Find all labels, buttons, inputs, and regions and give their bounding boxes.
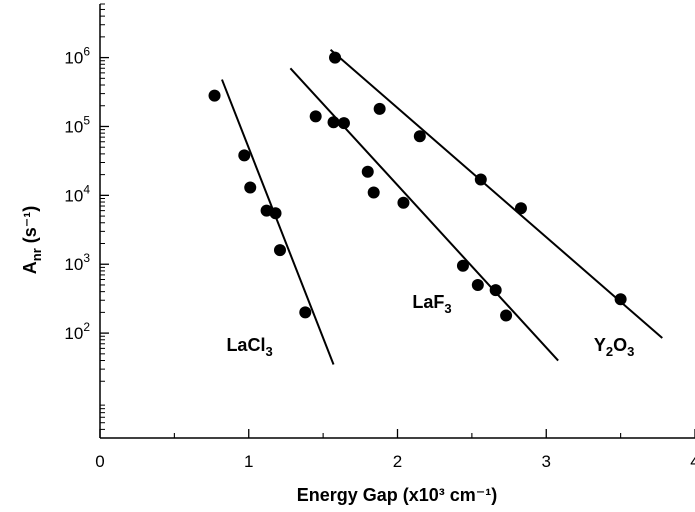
data-point <box>489 284 502 297</box>
y-axis-title-main: A <box>20 261 40 274</box>
data-points <box>208 51 627 322</box>
x-tick-label: 4 <box>690 452 695 471</box>
y-tick-label-exponent: 4 <box>83 182 90 196</box>
data-point <box>273 244 286 257</box>
y-tick-label-base: 10 <box>64 186 83 205</box>
data-point <box>367 186 380 199</box>
y-tick-label: 106 <box>64 45 90 68</box>
y-tick-label: 104 <box>64 182 90 205</box>
x-axis-title: Energy Gap (x10³ cm⁻¹) <box>297 485 498 505</box>
series-label-0: LaCl3 <box>226 335 272 359</box>
y-axis-title-unit: (s⁻¹) <box>20 206 40 249</box>
x-tick-label: 3 <box>542 452 551 471</box>
data-point <box>373 102 386 115</box>
series-label-2: Y2O3 <box>594 335 635 359</box>
data-point <box>208 89 221 102</box>
data-point <box>456 259 469 272</box>
data-point <box>413 130 426 143</box>
data-point <box>269 207 282 220</box>
x-tick-label: 0 <box>95 452 104 471</box>
series-label-1: LaF3 <box>412 292 451 316</box>
data-point <box>614 293 627 306</box>
y-tick-label: 105 <box>64 113 90 136</box>
series-label-subscript: 2 <box>606 344 613 359</box>
series-label-subscript: 3 <box>265 344 272 359</box>
y-tick-label-base: 10 <box>64 255 83 274</box>
data-point <box>337 117 350 130</box>
data-point <box>474 173 487 186</box>
data-point <box>514 202 527 215</box>
y-axis-title: Anr (s⁻¹) <box>20 206 44 275</box>
series-label-main: LaF <box>412 292 444 312</box>
series-label-main: LaCl <box>226 335 265 355</box>
data-point <box>471 278 484 291</box>
data-point <box>238 149 251 162</box>
data-point <box>309 110 322 123</box>
fit-line-series-1 <box>289 67 559 362</box>
tick-labels: 01234102103104105106 <box>64 45 695 471</box>
data-point <box>327 116 340 129</box>
y-tick-label-base: 10 <box>64 324 83 343</box>
y-axis-title-subscript: nr <box>29 248 44 261</box>
fit-lines <box>221 48 663 365</box>
y-tick-label-exponent: 6 <box>83 45 90 59</box>
series-label-main: Y <box>594 335 606 355</box>
y-tick-label-exponent: 5 <box>83 113 90 127</box>
y-tick-label-exponent: 3 <box>83 251 90 265</box>
data-point <box>500 309 513 322</box>
y-tick-label-exponent: 2 <box>83 320 90 334</box>
data-point <box>299 306 312 319</box>
y-tick-label: 103 <box>64 251 90 274</box>
series-label-subscript: 3 <box>444 301 451 316</box>
y-tick-label: 102 <box>64 320 90 343</box>
series-label-subscript-2: 3 <box>627 344 634 359</box>
fit-line-series-0 <box>221 79 335 365</box>
x-tick-label: 1 <box>244 452 253 471</box>
y-tick-label-base: 10 <box>64 49 83 68</box>
fit-line-series-2 <box>329 48 663 339</box>
data-point <box>361 165 374 178</box>
data-point <box>244 181 257 194</box>
series-label-main-2: O <box>613 335 627 355</box>
data-point <box>397 196 410 209</box>
x-tick-label: 2 <box>393 452 402 471</box>
y-tick-label-base: 10 <box>64 117 83 136</box>
data-point <box>329 51 342 64</box>
axes <box>99 3 695 439</box>
